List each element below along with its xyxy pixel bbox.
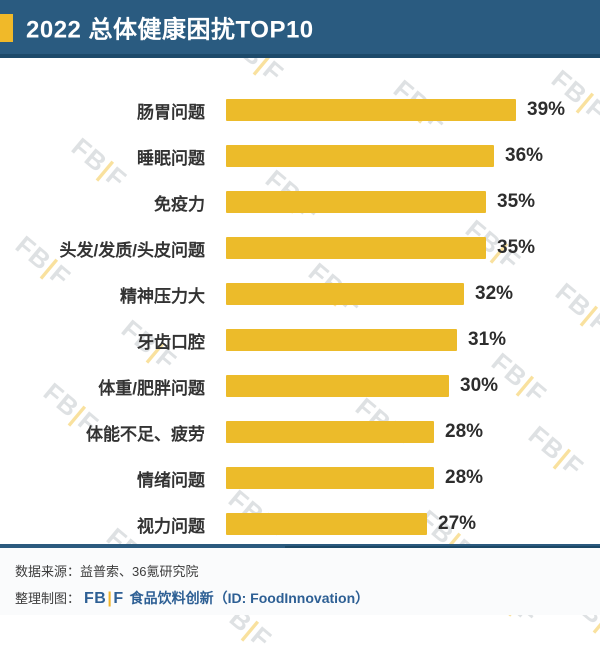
- bar: [226, 467, 434, 489]
- bar: [226, 375, 449, 397]
- bar-value-label: 35%: [497, 191, 536, 212]
- page-title: 2022 总体健康困扰TOP10: [26, 16, 314, 44]
- bar: [226, 99, 516, 121]
- bar-label: 肠胃问题: [137, 102, 205, 122]
- bar: [226, 329, 457, 351]
- bar-row: 牙齿口腔 31%: [0, 317, 600, 363]
- bar: [226, 237, 486, 259]
- bar-label: 视力问题: [137, 516, 205, 536]
- bar-row: 体能不足、疲劳 28%: [0, 409, 600, 455]
- bar-row: 头发/发质/头皮问题 35%: [0, 225, 600, 271]
- bar-label: 体能不足、疲劳: [86, 424, 205, 444]
- logo-separator: |: [107, 590, 113, 607]
- credit-line: 整理制图： FB|F 食品饮料创新（ID: FoodInnovation）: [15, 588, 585, 608]
- bar-label: 头发/发质/头皮问题: [59, 240, 205, 260]
- logo-f: F: [113, 590, 124, 607]
- bar-value-label: 39%: [527, 99, 566, 120]
- bar-row: 肠胃问题 39%: [0, 87, 600, 133]
- data-source-text: 数据来源：益普索、36氪研究院: [15, 564, 199, 579]
- credit-name: 食品饮料创新: [129, 590, 214, 606]
- bar: [226, 145, 494, 167]
- bar-row: 睡眠问题 36%: [0, 133, 600, 179]
- bar-label: 精神压力大: [120, 286, 205, 306]
- bar-row: 免疫力 35%: [0, 179, 600, 225]
- bar-rows: 肠胃问题 39% 睡眠问题 36% 免疫力 35% 头发/发质/头皮问题 35% 精神压力大 32…: [0, 87, 600, 547]
- bar-label: 牙齿口腔: [137, 332, 205, 352]
- bar-value-label: 28%: [445, 421, 484, 442]
- bar-chart: 肠胃问题 39% 睡眠问题 36% 免疫力 35% 头发/发质/头皮问题 35% 精神压力大 32…: [0, 58, 600, 544]
- bar-value-label: 36%: [505, 145, 544, 166]
- header-accent-block: [0, 14, 13, 42]
- bar-value-label: 27%: [438, 513, 477, 534]
- credit-id: （ID: FoodInnovation）: [213, 590, 370, 606]
- bar-row: 体重/肥胖问题 30%: [0, 363, 600, 409]
- bar-label: 睡眠问题: [137, 148, 205, 168]
- chart-header: 2022 总体健康困扰TOP10: [0, 0, 600, 58]
- bar-value-label: 35%: [497, 237, 536, 258]
- credit-label: 整理制图：: [15, 591, 81, 606]
- footer-divider: [0, 544, 600, 548]
- bar-row: 精神压力大 32%: [0, 271, 600, 317]
- bar-label: 免疫力: [154, 194, 205, 214]
- credit-text: 食品饮料创新（ID: FoodInnovation）: [130, 588, 370, 608]
- bar-label: 体重/肥胖问题: [98, 378, 205, 398]
- bar: [226, 421, 434, 443]
- bar-value-label: 32%: [475, 283, 514, 304]
- bar-value-label: 31%: [468, 329, 507, 350]
- bar-row: 情绪问题 28%: [0, 455, 600, 501]
- bar: [226, 513, 427, 535]
- bar: [226, 191, 486, 213]
- bar-value-label: 28%: [445, 467, 484, 488]
- footer: 数据来源：益普索、36氪研究院 整理制图： FB|F 食品饮料创新（ID: Fo…: [0, 548, 600, 615]
- bar-label: 情绪问题: [137, 470, 205, 490]
- bar-row: 视力问题 27%: [0, 501, 600, 547]
- bar-value-label: 30%: [460, 375, 499, 396]
- fbif-logo: FB|F: [84, 590, 124, 608]
- logo-fb: FB: [84, 590, 107, 607]
- bar: [226, 283, 464, 305]
